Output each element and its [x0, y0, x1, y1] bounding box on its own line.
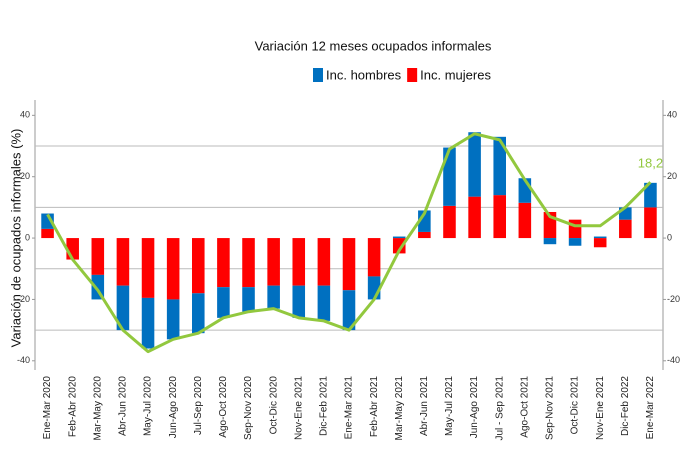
- bar: [217, 287, 230, 318]
- bar: [192, 293, 205, 334]
- x-tick-label: Nov-Ene 2021: [595, 376, 606, 440]
- x-tick-label: Mar-May 2021: [394, 376, 405, 441]
- bar: [141, 297, 155, 349]
- y2-tick-label: -20: [667, 294, 680, 304]
- bar: [644, 207, 657, 239]
- value-label: 18,2: [638, 156, 663, 171]
- x-tick-label: Ago-Oct 2020: [218, 376, 229, 438]
- y2-tick-label: 0: [667, 232, 672, 242]
- x-tick-label: Dic-Feb 2021: [319, 376, 330, 436]
- x-tick-label: Sep-Nov 2020: [243, 376, 254, 440]
- x-tick-label: Jul-Sep 2020: [193, 376, 204, 435]
- x-tick-label: Ene-Mar 2022: [645, 376, 656, 440]
- bar: [141, 238, 155, 298]
- y2-tick-label: -40: [667, 355, 680, 365]
- y-tick-label: -20: [17, 294, 30, 304]
- y-tick-label: 0: [25, 232, 30, 242]
- bar: [619, 219, 632, 239]
- y2-tick-label: 40: [667, 110, 677, 120]
- bar: [317, 285, 331, 321]
- bar: [292, 285, 306, 318]
- line: [46, 132, 652, 354]
- x-tick-label: Ene-Mar 2021: [344, 376, 355, 440]
- legend-swatch: [407, 68, 418, 82]
- bar: [418, 231, 431, 239]
- bar: [568, 238, 582, 246]
- bar: [267, 238, 280, 286]
- bar: [116, 285, 130, 331]
- bar: [543, 238, 557, 245]
- bar: [342, 238, 356, 291]
- bar: [292, 238, 306, 286]
- bar: [443, 205, 456, 239]
- y-tick-label: -40: [17, 355, 30, 365]
- x-tick-label: Oct-Dic 2021: [570, 376, 581, 435]
- y-tick-label: 20: [20, 171, 30, 181]
- bar: [342, 290, 356, 331]
- bar: [644, 182, 657, 208]
- bar: [91, 238, 105, 275]
- bar: [317, 238, 331, 286]
- x-tick-label: Dic-Feb 2022: [620, 376, 631, 436]
- bar: [267, 285, 280, 309]
- legend-label: Inc. mujeres: [420, 67, 491, 82]
- x-tick-label: Jul - Sep 2021: [494, 376, 505, 441]
- bar: [518, 202, 532, 239]
- x-tick-label: Jun-Ago 2020: [168, 376, 179, 439]
- bar: [593, 238, 607, 248]
- x-tick-label: Feb-Abr 2020: [67, 376, 78, 438]
- bar: [468, 196, 481, 239]
- x-tick-label: Sep-Nov 2021: [545, 376, 556, 440]
- x-tick-label: May-Jul 2020: [143, 376, 154, 436]
- x-tick-label: Ago-Oct 2021: [519, 376, 530, 438]
- bar: [392, 238, 406, 254]
- bar: [41, 228, 54, 239]
- y-axis-title: Variación de ocupados informales (%): [8, 129, 23, 348]
- bar: [493, 136, 506, 196]
- x-tick-label: May-Jul 2021: [444, 376, 455, 436]
- x-tick-label: Feb-Abr 2021: [369, 376, 380, 438]
- bar: [116, 238, 130, 286]
- y2-tick-label: 20: [667, 171, 677, 181]
- x-tick-label: Nov-Ene 2021: [293, 376, 304, 440]
- legend-label: Inc. hombres: [326, 67, 402, 82]
- bar: [166, 238, 180, 300]
- y-tick-label: 40: [20, 110, 30, 120]
- bar: [593, 236, 607, 239]
- x-tick-label: Mar-May 2020: [92, 376, 103, 441]
- x-tick-label: Jun-Ago 2021: [469, 376, 480, 439]
- bar: [242, 238, 255, 288]
- bar: [493, 195, 506, 239]
- bar: [468, 132, 481, 197]
- bar: [367, 238, 381, 277]
- legend-swatch: [313, 68, 323, 82]
- bar: [392, 236, 406, 239]
- bar: [217, 238, 230, 288]
- x-tick-label: Abr-Jun 2021: [419, 376, 430, 436]
- bar: [192, 238, 205, 294]
- bar: [443, 147, 456, 206]
- x-tick-label: Ene-Mar 2020: [42, 376, 53, 440]
- bar: [242, 287, 255, 312]
- chart-title: Variación 12 meses ocupados informales: [255, 38, 492, 53]
- x-tick-label: Abr-Jun 2020: [118, 376, 129, 436]
- bar: [568, 219, 582, 239]
- bar: [166, 299, 180, 340]
- x-tick-label: Oct-Dic 2020: [268, 376, 279, 435]
